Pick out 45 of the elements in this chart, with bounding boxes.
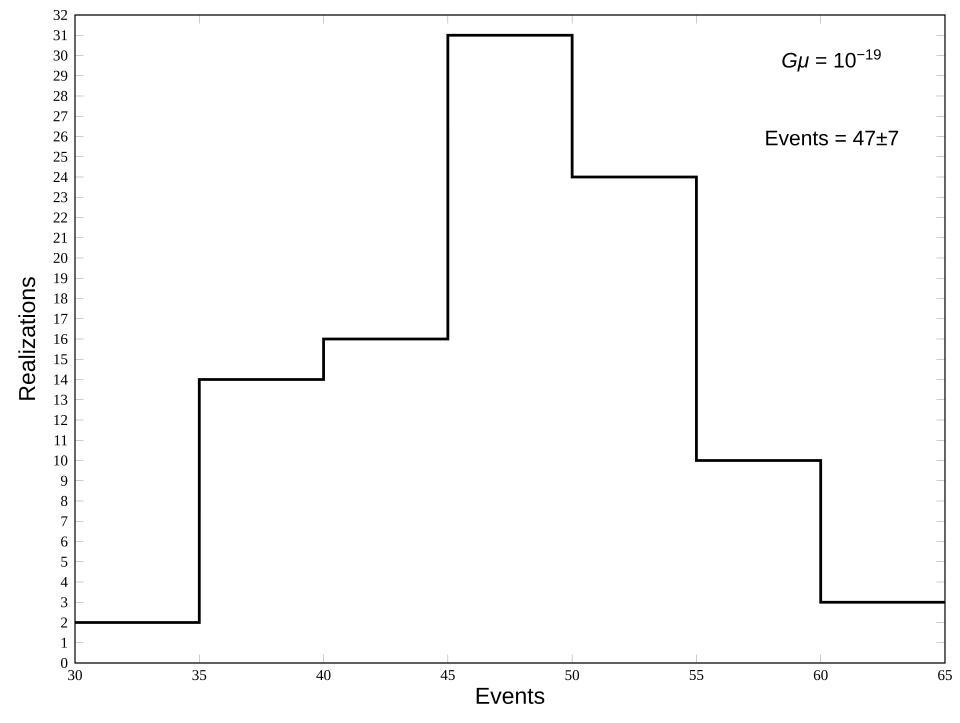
y-tick-label: 29 [54,70,68,81]
x-tick-label: 55 [690,670,704,680]
y-tick-label: 19 [54,273,68,284]
x-tick-label: 30 [68,670,82,680]
y-tick-label: 20 [54,252,68,264]
y-tick-label: 7 [61,516,68,526]
y-axis-title: Realizations [18,277,36,400]
y-tick-label: 32 [54,10,68,20]
y-tick-label: 5 [61,556,68,567]
y-tick-label: 2 [61,618,68,628]
y-tick-label: 26 [54,131,68,142]
y-tick-label: 17 [54,314,68,324]
y-tick-label: 27 [54,111,68,122]
x-tick-label: 35 [192,670,206,680]
y-tick-label: 10 [54,455,68,466]
x-tick-label: 40 [316,670,331,680]
y-tick-label: 16 [54,334,68,344]
y-tick-label: 4 [60,577,68,587]
y-tick-label: 25 [54,152,68,162]
y-tick-label: 6 [61,536,68,547]
y-tick-label: 11 [54,435,68,446]
x-tick-label: 50 [566,670,580,680]
y-tick-label: 12 [54,415,68,425]
y-tick-label: 15 [54,354,68,364]
y-tick-label: 22 [54,212,68,222]
y-tick-label: 13 [54,394,68,405]
y-tick-label: 23 [54,192,68,202]
y-tick-label: 14 [54,374,68,384]
x-tick-label: 65 [938,670,952,680]
y-tick-label: 31 [54,30,68,40]
x-tick-label: 45 [440,670,455,680]
y-tick-label: 28 [54,90,68,102]
x-tick-label: 60 [814,670,828,680]
y-tick-label: 1 [62,638,68,648]
x-axis-title: Events [476,688,544,704]
y-tick-label: 24 [54,172,68,182]
y-tick-label: 21 [54,232,68,243]
y-tick-label: 9 [60,476,68,486]
annotation: Gμ = 10$^{−19}$ [782,49,881,72]
y-tick-label: 18 [54,293,68,304]
y-tick-label: 3 [61,597,68,608]
y-tick-label: 0 [61,658,68,668]
y-tick-label: 30 [54,50,68,61]
annotation: Events = 47±7 [766,130,898,146]
y-tick-label: 8 [61,496,68,506]
